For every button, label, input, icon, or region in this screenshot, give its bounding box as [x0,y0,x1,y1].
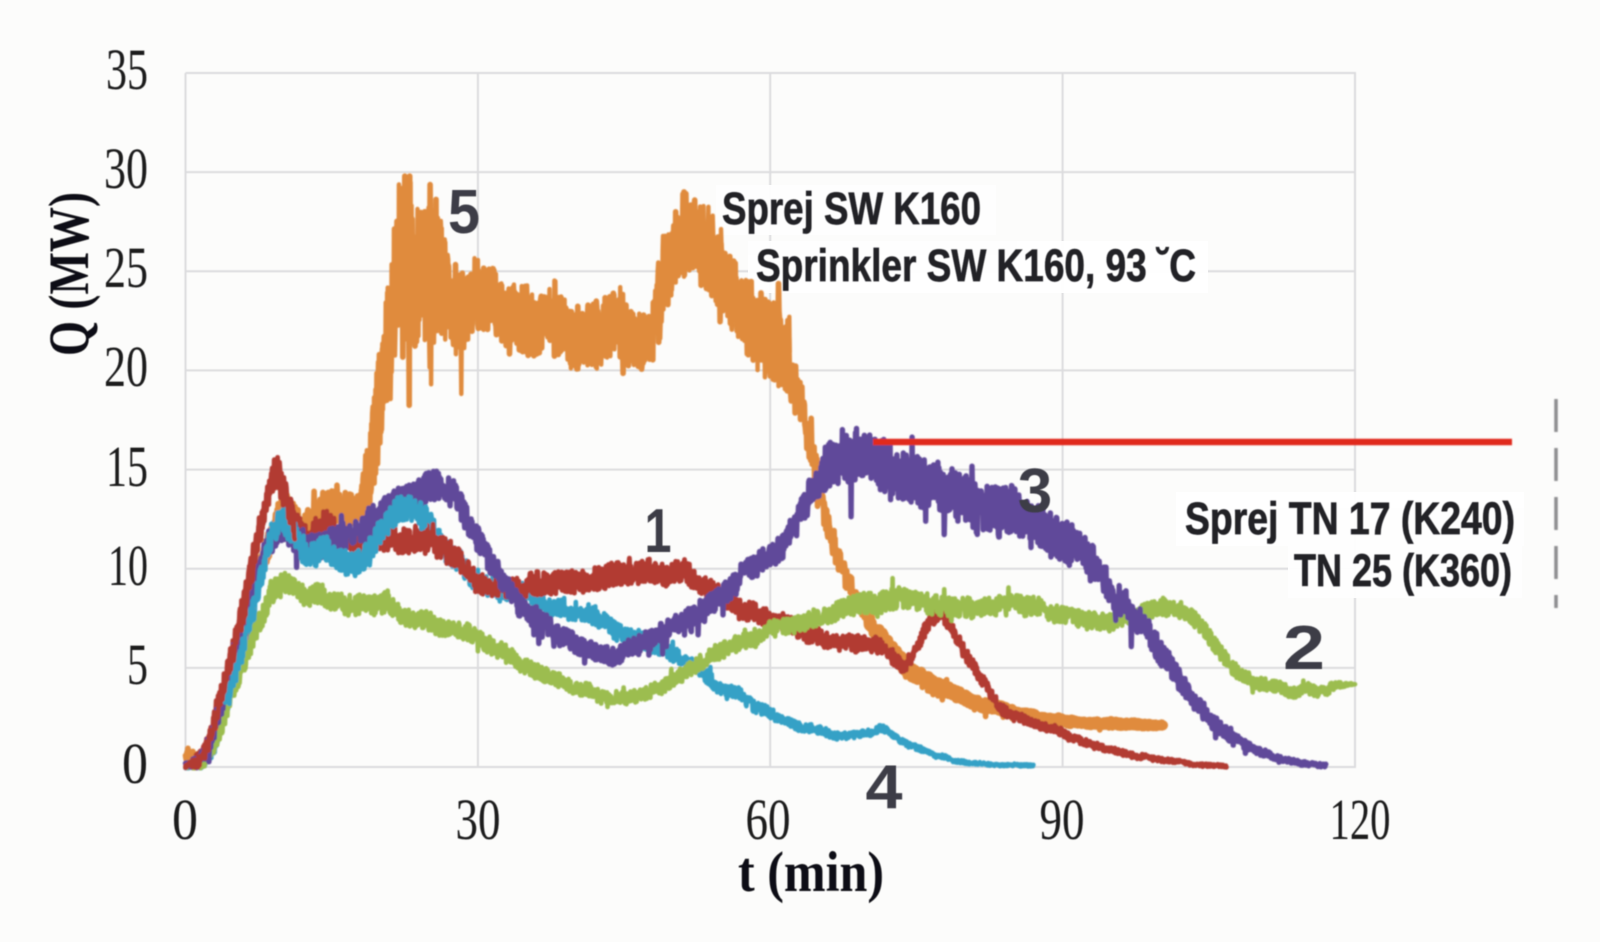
svg-text:3: 3 [1018,457,1052,526]
svg-text:0: 0 [172,787,198,852]
svg-text:1: 1 [645,497,672,566]
svg-text:30: 30 [104,136,148,201]
svg-text:5: 5 [127,632,148,697]
svg-text:2: 2 [1283,614,1325,683]
svg-text:TN 25 (K360): TN 25 (K360) [1294,545,1512,596]
svg-text:0: 0 [122,731,148,796]
svg-text:60: 60 [746,787,791,852]
svg-text:Sprej TN 17 (K240): Sprej TN 17 (K240) [1185,493,1515,544]
svg-text:30: 30 [456,787,501,852]
svg-text:15: 15 [106,434,148,499]
svg-text:5: 5 [448,178,480,247]
svg-text:25: 25 [104,235,148,300]
svg-text:Sprinkler SW K160, 93 ˘C: Sprinkler SW K160, 93 ˘C [756,240,1196,291]
svg-text:20: 20 [104,334,148,399]
svg-text:35: 35 [106,37,148,102]
svg-text:90: 90 [1040,787,1085,852]
svg-text:4: 4 [866,753,904,822]
svg-text:t (min): t (min) [738,841,884,904]
svg-text:10: 10 [108,533,148,598]
svg-text:Sprej SW K160: Sprej SW K160 [722,183,981,234]
svg-text:Q (MW): Q (MW) [38,192,101,356]
svg-text:120: 120 [1330,787,1391,852]
